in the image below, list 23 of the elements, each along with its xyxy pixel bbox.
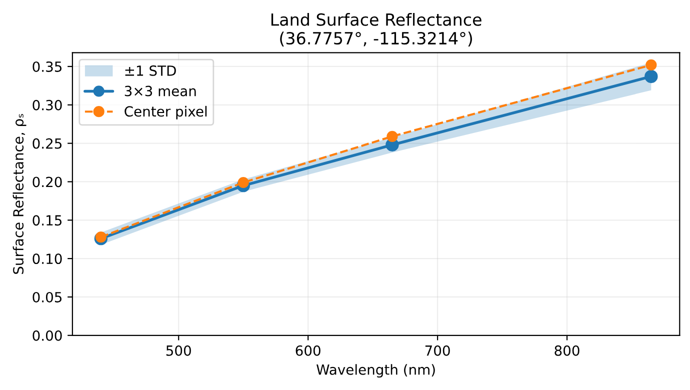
point xyxy=(646,59,657,70)
x-tick-label: 700 xyxy=(425,345,450,356)
annotation: ±1 STD xyxy=(125,65,176,76)
chart-title: Land Surface Reflectance (36.7757°, -115.3214°) xyxy=(271,12,482,47)
y-tick-label: 0.10 xyxy=(32,254,62,264)
y-tick-label: 0.30 xyxy=(32,100,62,110)
y-tick-label: 0.15 xyxy=(32,215,62,226)
point xyxy=(238,176,249,188)
y-tick-label: 0.05 xyxy=(32,292,62,302)
point xyxy=(644,70,658,84)
y-tick-label: 0.25 xyxy=(32,138,62,149)
legend-label: 3×3 mean xyxy=(124,86,196,96)
y-tick-label: 0.35 xyxy=(32,61,62,72)
x-axis-title: Wavelength (nm) xyxy=(316,364,435,378)
point xyxy=(386,130,398,142)
x-tick-label: 600 xyxy=(296,345,320,356)
y-tick-label: 0.00 xyxy=(32,330,62,341)
legend-label: Center pixel xyxy=(124,106,207,120)
point xyxy=(95,231,106,243)
y-tick-label: 0.20 xyxy=(32,176,62,188)
y-axis-title: Surface Reflectance, ρₛ xyxy=(12,114,26,274)
x-tick-label: 500 xyxy=(166,345,191,356)
x-tick-label: 800 xyxy=(554,345,580,356)
